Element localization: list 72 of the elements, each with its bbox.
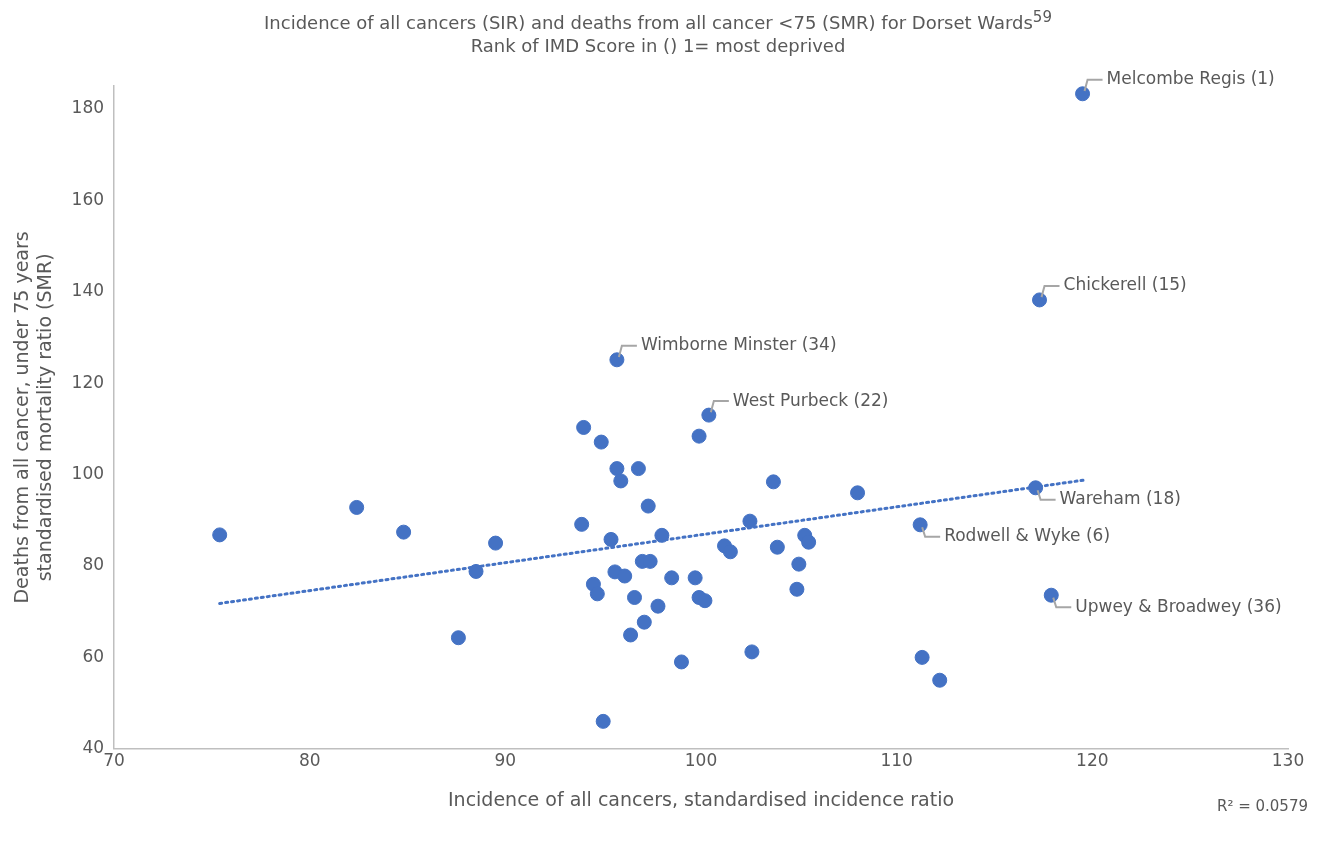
point — [664, 570, 680, 586]
chart-title: Incidence of all cancers (SIR) and deaths from all cancer <75 (SMR) for Dorset Wards$^{59}$ — [263, 8, 1053, 33]
point — [603, 531, 619, 547]
point — [932, 672, 948, 688]
point — [630, 461, 646, 477]
point — [640, 498, 656, 514]
point — [744, 644, 760, 660]
x-tick-label: 70 — [103, 750, 125, 771]
point — [450, 630, 466, 646]
point — [349, 499, 365, 515]
point — [654, 527, 670, 543]
point — [801, 534, 817, 550]
x-tick-label: 110 — [880, 750, 913, 771]
point — [650, 598, 666, 614]
y-axis-title: Deaths from all cancer, under 75 years standardised mortality ratio (SMR) — [10, 231, 56, 604]
point — [595, 713, 611, 729]
point — [850, 485, 866, 501]
point — [697, 593, 713, 609]
point — [574, 516, 590, 532]
point — [627, 590, 642, 605]
point — [613, 473, 629, 489]
x-axis-title: Incidence of all cancers, standardised incidence ratio — [447, 787, 955, 810]
x-tick-label: 130 — [1271, 750, 1305, 771]
point — [914, 649, 930, 665]
y-tick-label: 180 — [71, 97, 105, 118]
x-tick-label: 80 — [298, 750, 321, 771]
point — [912, 517, 928, 533]
y-tick-label: 100 — [71, 462, 105, 483]
point — [1075, 86, 1091, 102]
annotation: Upwey & Broadwey (36) — [1075, 595, 1282, 616]
point — [701, 407, 717, 423]
point — [617, 568, 633, 584]
text: R² = 0.0579 — [1216, 796, 1308, 815]
point — [789, 581, 805, 597]
point — [396, 524, 412, 540]
point — [623, 627, 639, 643]
annotation: Rodwell & Wyke (6) — [944, 525, 1111, 546]
point — [609, 352, 625, 368]
point — [673, 654, 689, 670]
point — [212, 527, 228, 543]
y-tick-label: 40 — [82, 737, 105, 758]
point — [488, 535, 504, 551]
point — [1028, 480, 1044, 496]
point — [765, 474, 781, 490]
y-tick-label: 60 — [82, 645, 105, 666]
point — [687, 570, 703, 586]
point — [722, 544, 738, 560]
y-tick-label: 80 — [82, 554, 105, 575]
point — [589, 586, 605, 602]
annotation: West Purbeck (22) — [732, 389, 889, 410]
annotation: Wimborne Minster (34) — [640, 334, 837, 355]
point — [609, 461, 625, 477]
point — [1032, 292, 1048, 308]
annotation: Wareham (18) — [1059, 488, 1181, 509]
point — [468, 563, 484, 579]
point — [1043, 587, 1059, 603]
y-tick-label: 120 — [71, 371, 105, 392]
x-tick-label: 120 — [1076, 750, 1109, 771]
annotation: Melcombe Regis (1) — [1106, 68, 1275, 89]
point — [791, 556, 807, 572]
x-tick-label: 100 — [684, 750, 718, 771]
point — [593, 434, 609, 450]
point — [636, 614, 652, 630]
chart-subtitle: Rank of IMD Score in () 1= most deprived — [469, 35, 847, 56]
point — [576, 419, 592, 435]
point — [691, 428, 707, 444]
point — [742, 513, 758, 529]
annotation: Chickerell (15) — [1063, 274, 1187, 295]
x-tick-label: 90 — [494, 750, 517, 771]
y-tick-label: 140 — [71, 280, 105, 301]
y-tick-label: 160 — [71, 188, 105, 209]
point — [769, 539, 785, 555]
